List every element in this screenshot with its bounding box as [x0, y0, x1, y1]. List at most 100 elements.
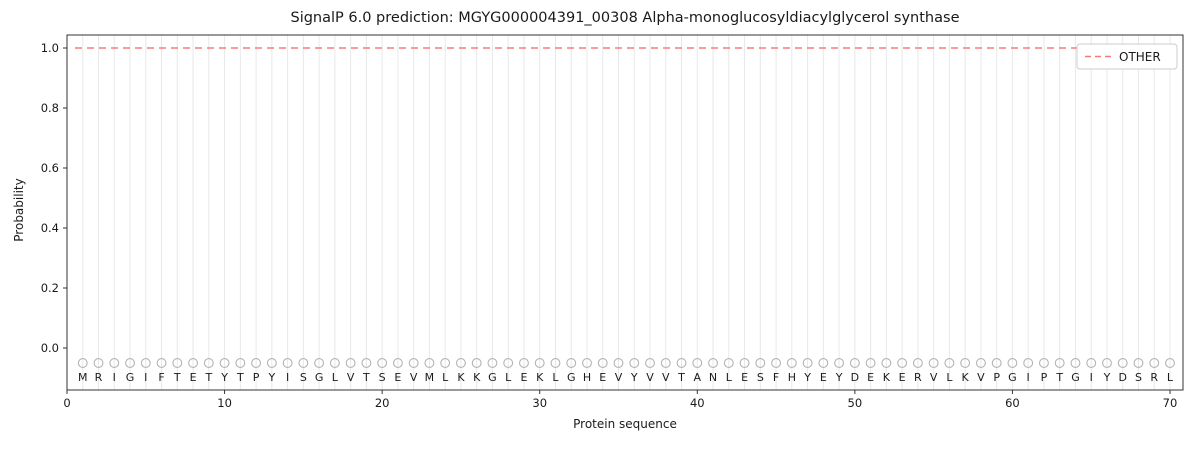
plot-title: SignalP 6.0 prediction: MGYG000004391_00…: [290, 10, 960, 26]
x-tick-label: 30: [532, 396, 547, 410]
residue-letter: S: [379, 371, 386, 384]
residue-letter: I: [144, 371, 147, 384]
y-axis-label: Probability: [12, 178, 26, 242]
residue-marker: [109, 358, 120, 368]
residue-letter: T: [204, 371, 212, 384]
residue-marker: [834, 358, 845, 368]
residue-marker: [660, 358, 671, 368]
residue-marker: [629, 358, 640, 368]
x-tick-label: 20: [375, 396, 390, 410]
residue-marker: [314, 358, 325, 368]
residue-letter: V: [930, 371, 938, 384]
residue-marker: [786, 358, 797, 368]
residue-letter: E: [741, 371, 748, 384]
residue-letter: L: [552, 371, 559, 384]
residue-letter: Y: [267, 371, 275, 384]
residue-letter: E: [820, 371, 827, 384]
residue-marker: [582, 358, 592, 368]
residue-marker: [597, 358, 608, 368]
residue-letter: E: [520, 371, 527, 384]
residue-marker: [188, 358, 199, 368]
residue-letter: G: [126, 371, 135, 384]
residue-marker: [897, 358, 908, 368]
residue-marker: [77, 358, 88, 368]
residue-letter: N: [709, 371, 717, 384]
x-tick-label: 70: [1163, 396, 1178, 410]
plot-background: [67, 35, 1183, 390]
residue-letter: E: [899, 371, 906, 384]
residue-letter: V: [646, 371, 654, 384]
residue-marker: [487, 358, 498, 368]
y-tick-label: 0.6: [41, 161, 59, 175]
residue-marker: [1038, 358, 1049, 368]
residue-marker: [566, 358, 577, 368]
residue-letter: K: [883, 371, 891, 384]
residue-marker: [455, 358, 466, 368]
residue-letter: E: [190, 371, 197, 384]
x-tick-label: 0: [63, 396, 70, 410]
residue-letter: P: [253, 371, 260, 384]
residue-letter: G: [1071, 371, 1080, 384]
residue-marker: [645, 358, 655, 368]
residue-marker: [849, 358, 860, 368]
residue-letter: Y: [630, 371, 638, 384]
residue-marker: [1133, 358, 1144, 368]
residue-marker: [392, 358, 403, 368]
residue-letter: K: [536, 371, 544, 384]
residue-letter: E: [599, 371, 606, 384]
residue-letter: G: [488, 371, 497, 384]
residue-letter: R: [914, 371, 922, 384]
residue-letter: T: [236, 371, 244, 384]
residue-marker: [1149, 358, 1160, 368]
residue-letter: T: [362, 371, 370, 384]
residue-letter: K: [962, 371, 970, 384]
residue-letter: G: [567, 371, 576, 384]
residue-letter: K: [457, 371, 465, 384]
residue-marker: [928, 358, 939, 368]
y-tick-label: 0.8: [41, 101, 59, 115]
residue-marker: [156, 358, 167, 368]
residue-marker: [991, 358, 1002, 368]
y-tick-label: 0.4: [41, 221, 59, 235]
residue-letter: L: [726, 371, 733, 384]
residue-marker: [424, 358, 435, 368]
residue-letter: V: [347, 371, 355, 384]
legend-label: OTHER: [1119, 50, 1161, 64]
residue-marker: [503, 358, 514, 368]
y-tick-label: 1.0: [41, 41, 59, 55]
residue-marker: [1086, 358, 1097, 368]
residue-marker: [912, 358, 923, 368]
residue-letter: P: [993, 371, 1000, 384]
residue-marker: [298, 358, 309, 368]
residue-marker: [1054, 358, 1065, 368]
residue-letter: Y: [220, 371, 228, 384]
residue-letter: S: [300, 371, 307, 384]
residue-letter: T: [1055, 371, 1063, 384]
residue-marker: [818, 358, 829, 368]
residue-letter: D: [851, 371, 859, 384]
residue-marker: [1117, 358, 1128, 368]
residue-letter: P: [1041, 371, 1048, 384]
x-tick-label: 60: [1005, 396, 1020, 410]
residue-marker: [266, 358, 277, 368]
residue-letter: D: [1118, 371, 1126, 384]
residue-marker: [676, 358, 687, 368]
residue-marker: [519, 358, 529, 368]
residue-letter: L: [946, 371, 953, 384]
residue-letter: R: [95, 371, 103, 384]
residue-letter: R: [1150, 371, 1158, 384]
residue-letter: Y: [1103, 371, 1111, 384]
residue-letter: F: [158, 371, 164, 384]
residue-marker: [377, 358, 388, 368]
legend-box: [1076, 43, 1178, 70]
residue-marker: [975, 358, 986, 368]
residue-marker: [203, 358, 214, 368]
residue-marker: [1023, 358, 1034, 368]
residue-letter: L: [442, 371, 449, 384]
plot-border: [66, 34, 1184, 391]
residue-letter: Y: [803, 371, 811, 384]
residue-marker: [172, 358, 183, 368]
residue-letter: H: [583, 371, 591, 384]
